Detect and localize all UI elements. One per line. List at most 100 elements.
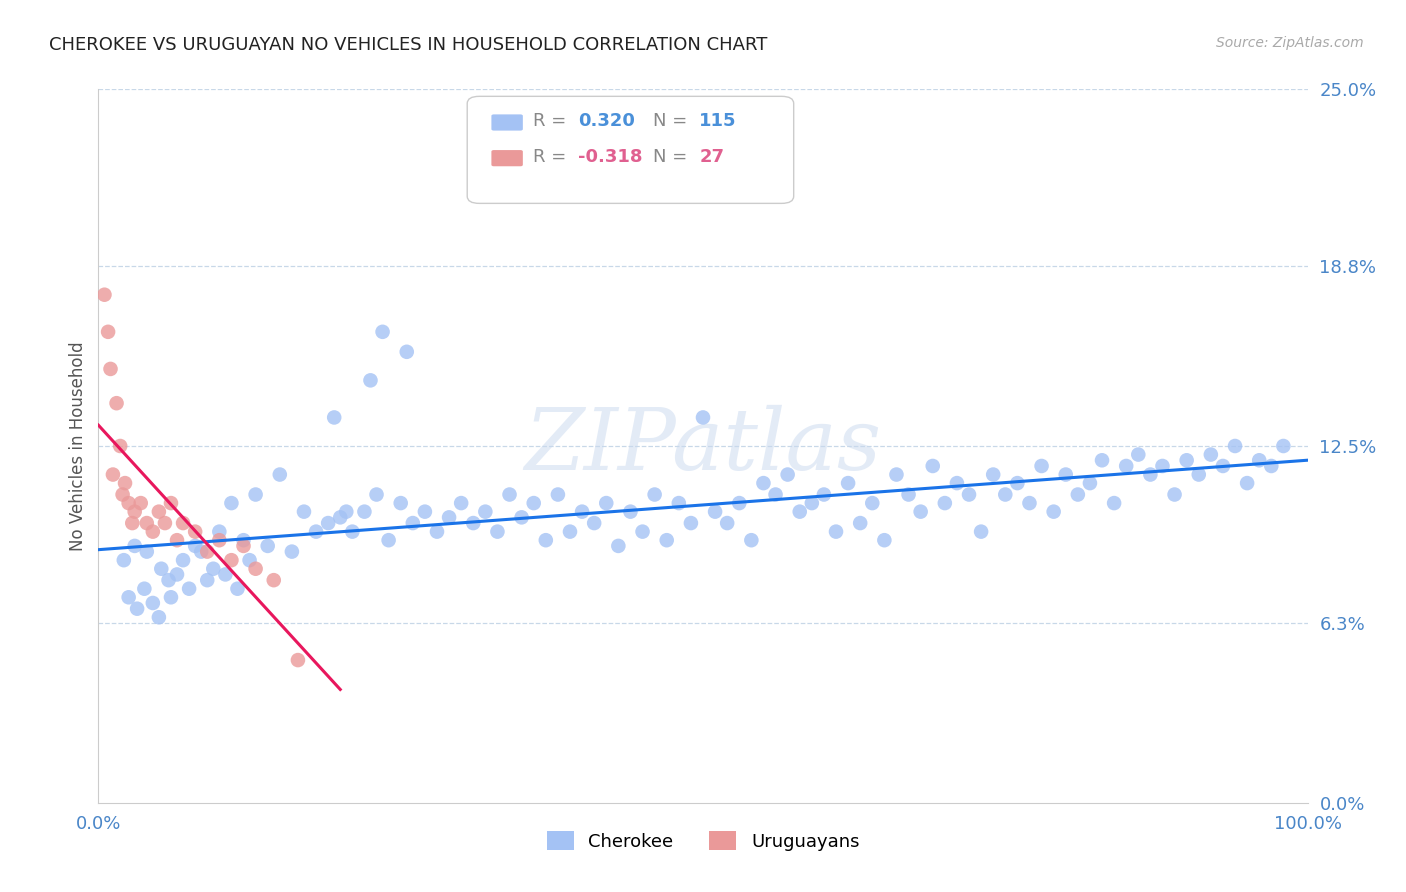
Point bbox=[402, 516, 425, 530]
Point bbox=[214, 567, 236, 582]
Point bbox=[172, 516, 194, 530]
Point bbox=[558, 524, 581, 539]
Point bbox=[366, 487, 388, 501]
Point bbox=[716, 516, 738, 530]
Point bbox=[921, 458, 943, 473]
Text: CHEROKEE VS URUGUAYAN NO VEHICLES IN HOUSEHOLD CORRELATION CHART: CHEROKEE VS URUGUAYAN NO VEHICLES IN HOU… bbox=[49, 36, 768, 54]
Text: 0.320: 0.320 bbox=[578, 112, 636, 130]
Point bbox=[256, 539, 278, 553]
Point bbox=[849, 516, 872, 530]
Text: R =: R = bbox=[533, 148, 571, 166]
Point bbox=[1152, 458, 1174, 473]
Point bbox=[510, 510, 533, 524]
Point bbox=[100, 362, 122, 376]
Text: 27: 27 bbox=[699, 148, 724, 166]
Point bbox=[127, 601, 149, 615]
Point bbox=[450, 496, 472, 510]
Point bbox=[142, 524, 165, 539]
Point bbox=[208, 524, 231, 539]
Point bbox=[114, 476, 136, 491]
Point bbox=[1249, 453, 1271, 467]
Point bbox=[134, 582, 156, 596]
Point bbox=[148, 505, 170, 519]
Text: N =: N = bbox=[654, 112, 693, 130]
Point bbox=[728, 496, 751, 510]
Point bbox=[377, 533, 399, 548]
Point bbox=[1067, 487, 1090, 501]
FancyBboxPatch shape bbox=[467, 96, 793, 203]
Point bbox=[910, 505, 932, 519]
Point bbox=[825, 524, 848, 539]
Point bbox=[129, 496, 152, 510]
Text: -0.318: -0.318 bbox=[578, 148, 643, 166]
Point bbox=[631, 524, 654, 539]
Point bbox=[135, 516, 157, 530]
Point bbox=[93, 287, 115, 301]
Point bbox=[316, 516, 339, 530]
Point bbox=[837, 476, 859, 491]
Y-axis label: No Vehicles in Household: No Vehicles in Household bbox=[69, 341, 87, 551]
Point bbox=[124, 505, 146, 519]
Point bbox=[1163, 487, 1185, 501]
Point bbox=[287, 653, 309, 667]
Point bbox=[232, 539, 254, 553]
Point bbox=[957, 487, 980, 501]
Point bbox=[157, 573, 180, 587]
Point bbox=[118, 496, 141, 510]
Point bbox=[994, 487, 1017, 501]
Text: R =: R = bbox=[533, 112, 571, 130]
Point bbox=[148, 610, 170, 624]
Text: 115: 115 bbox=[699, 112, 737, 130]
Point bbox=[195, 573, 218, 587]
Point bbox=[101, 467, 124, 482]
Point bbox=[897, 487, 920, 501]
Point bbox=[190, 544, 212, 558]
Point bbox=[142, 596, 165, 610]
Point bbox=[323, 410, 346, 425]
Point bbox=[160, 591, 183, 605]
Point bbox=[232, 533, 254, 548]
Point bbox=[426, 524, 449, 539]
Point bbox=[202, 562, 225, 576]
Point bbox=[463, 516, 485, 530]
Point bbox=[534, 533, 557, 548]
Point bbox=[172, 553, 194, 567]
Point bbox=[153, 516, 176, 530]
Point bbox=[342, 524, 364, 539]
Point bbox=[179, 582, 201, 596]
Point bbox=[292, 505, 315, 519]
Point bbox=[547, 487, 569, 501]
Point bbox=[281, 544, 304, 558]
Point bbox=[184, 539, 207, 553]
Point bbox=[486, 524, 509, 539]
Point bbox=[437, 510, 460, 524]
Point bbox=[135, 544, 157, 558]
Point bbox=[226, 582, 249, 596]
Point bbox=[1128, 448, 1150, 462]
Point bbox=[305, 524, 328, 539]
Text: ZIPatlas: ZIPatlas bbox=[524, 405, 882, 487]
Point bbox=[1078, 476, 1101, 491]
Point bbox=[583, 516, 606, 530]
Point bbox=[1007, 476, 1029, 491]
Point bbox=[353, 505, 375, 519]
Point bbox=[166, 567, 188, 582]
Point bbox=[1054, 467, 1077, 482]
Point bbox=[1272, 439, 1295, 453]
Point bbox=[166, 533, 188, 548]
Point bbox=[395, 344, 418, 359]
Point bbox=[679, 516, 702, 530]
Point bbox=[389, 496, 412, 510]
Point bbox=[800, 496, 823, 510]
Point bbox=[239, 553, 262, 567]
Point bbox=[105, 396, 128, 410]
Point bbox=[776, 467, 799, 482]
Point bbox=[765, 487, 787, 501]
Point bbox=[607, 539, 630, 553]
Point bbox=[655, 533, 678, 548]
Point bbox=[523, 496, 546, 510]
Point bbox=[740, 533, 762, 548]
Point bbox=[860, 496, 883, 510]
Point bbox=[269, 467, 291, 482]
Legend: Cherokee, Uruguayans: Cherokee, Uruguayans bbox=[540, 824, 866, 858]
